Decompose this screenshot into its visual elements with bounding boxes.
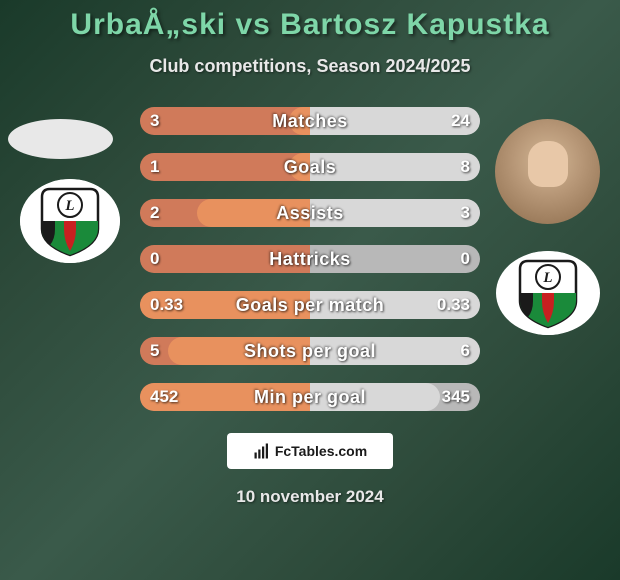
comparison-chart: L L Matches324Goals18Assists23Hattricks0… xyxy=(0,107,620,411)
stat-value-right: 345 xyxy=(442,383,470,411)
stat-row: Assists2 3 xyxy=(140,199,480,227)
player-right-avatar xyxy=(495,119,600,224)
footer-date: 10 november 2024 xyxy=(0,487,620,507)
club-crest-left: L xyxy=(20,179,120,263)
stat-value-left: 0 xyxy=(150,245,159,273)
stat-label: Goals per match xyxy=(140,291,480,319)
stat-label: Shots per goal xyxy=(140,337,480,365)
brand-badge: FcTables.com xyxy=(227,433,393,469)
stat-value-left: 452 xyxy=(150,383,178,411)
stat-value-right: 0.33 xyxy=(437,291,470,319)
stat-value-left: 0.33 xyxy=(150,291,183,319)
stat-value-right: 8 xyxy=(461,153,470,181)
page-subtitle: Club competitions, Season 2024/2025 xyxy=(0,56,620,77)
stat-value-left: 5 xyxy=(150,337,159,365)
player-left-avatar-placeholder xyxy=(8,119,113,159)
stat-row: Min per goal452 345 xyxy=(140,383,480,411)
brand-text: FcTables.com xyxy=(275,443,367,459)
page-title: UrbaÅ„ski vs Bartosz Kapustka xyxy=(0,8,620,42)
club-crest-right: L xyxy=(496,251,600,335)
stat-value-right: 24 xyxy=(451,107,470,135)
svg-text:L: L xyxy=(64,198,74,214)
stat-label: Goals xyxy=(140,153,480,181)
stat-row: Hattricks0 0 xyxy=(140,245,480,273)
stat-row: Goals1 8 xyxy=(140,153,480,181)
stat-value-left: 2 xyxy=(150,199,159,227)
stat-value-right: 0 xyxy=(461,245,470,273)
stat-row: Matches3 24 xyxy=(140,107,480,135)
chart-icon xyxy=(253,442,271,460)
stat-row: Goals per match0.33 0.33 xyxy=(140,291,480,319)
stat-label: Matches xyxy=(140,107,480,135)
stat-value-right: 3 xyxy=(461,199,470,227)
stat-label: Min per goal xyxy=(140,383,480,411)
header: UrbaÅ„ski vs Bartosz Kapustka Club compe… xyxy=(0,0,620,77)
stat-label: Hattricks xyxy=(140,245,480,273)
stat-row: Shots per goal5 6 xyxy=(140,337,480,365)
stat-label: Assists xyxy=(140,199,480,227)
stat-value-right: 6 xyxy=(461,337,470,365)
svg-text:L: L xyxy=(542,270,552,286)
stat-value-left: 1 xyxy=(150,153,159,181)
stat-rows: Matches324Goals18Assists23Hattricks00Goa… xyxy=(140,107,480,411)
stat-value-left: 3 xyxy=(150,107,159,135)
